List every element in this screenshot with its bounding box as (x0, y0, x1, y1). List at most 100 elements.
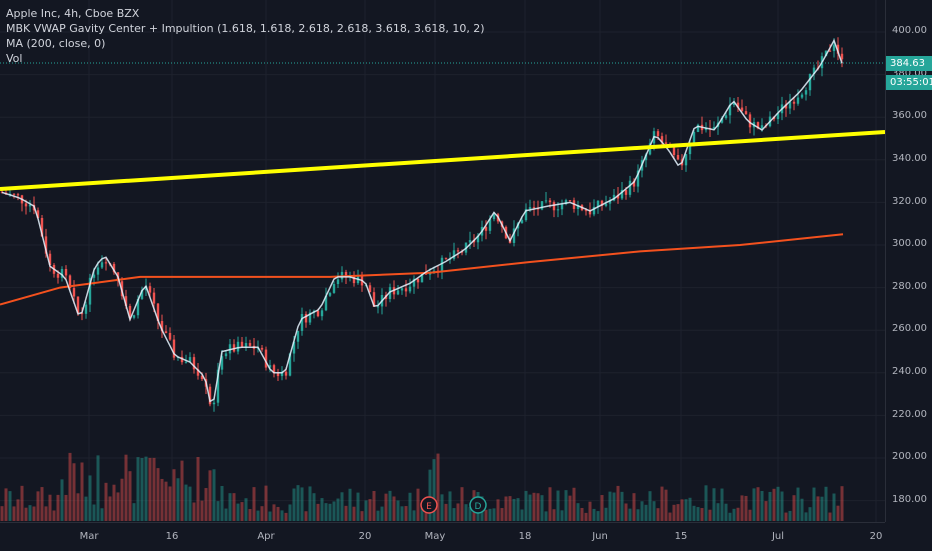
volume-bar (280, 510, 284, 521)
candle-body (316, 310, 320, 317)
candle-body (300, 314, 304, 331)
volume-bar (336, 498, 340, 521)
candle-body (344, 271, 348, 278)
indicator-vwap-label[interactable]: MBK VWAP Gavity Center + Impultion (1.61… (6, 22, 485, 35)
candle-body (456, 250, 460, 252)
volume-bar (184, 484, 188, 521)
volume-bar (368, 499, 372, 521)
volume-bar (44, 506, 48, 521)
candle-body (96, 267, 100, 275)
candle-body (352, 275, 356, 284)
volume-bar (60, 479, 64, 521)
candle-body (136, 298, 140, 316)
candle-body (84, 304, 88, 314)
candle-body (28, 204, 32, 207)
price-tick: 380.00 (892, 68, 927, 79)
volume-bar (308, 486, 312, 521)
trendline[interactable] (0, 130, 886, 191)
volume-bar (588, 501, 592, 521)
volume-bar (432, 459, 436, 521)
event-marker-earnings[interactable]: E (420, 496, 438, 514)
volume-bar (144, 456, 148, 521)
volume-bar (160, 478, 164, 521)
candle-body (484, 226, 488, 231)
volume-bar (312, 493, 316, 521)
volume-bar (200, 500, 204, 521)
volume-bar (36, 491, 40, 521)
candle-body (268, 365, 272, 368)
candle-body (292, 341, 296, 354)
candle-body (720, 118, 724, 123)
candle-body (388, 287, 392, 299)
candle-body (628, 180, 632, 195)
candle-body (64, 269, 68, 276)
price-chart[interactable]: E D (0, 0, 886, 522)
price-axis[interactable]: 400.00 380.00 360.00 340.00 320.00 300.0… (885, 0, 932, 522)
volume-bar (16, 499, 20, 521)
volume-bar (828, 512, 832, 521)
candle-body (544, 200, 548, 202)
volume-bar (700, 508, 704, 521)
candle-body (824, 50, 828, 57)
candle-body (616, 194, 620, 199)
candle-body (232, 344, 236, 352)
volume-bar (660, 486, 664, 521)
price-tick: 240.00 (892, 366, 927, 377)
volume-bar (832, 493, 836, 521)
volume-bar (84, 496, 88, 521)
candle-body (412, 278, 416, 287)
price-tick: 260.00 (892, 323, 927, 334)
volume-bar (664, 489, 668, 521)
volume-bar (272, 504, 276, 521)
symbol-title[interactable]: Apple Inc, 4h, Cboe BZX (6, 7, 140, 20)
candle-body (308, 312, 312, 323)
candle-body (828, 50, 832, 52)
indicator-ma-label[interactable]: MA (200, close, 0) (6, 37, 106, 50)
candle-body (216, 369, 220, 403)
candle-body (688, 143, 692, 155)
volume-bar (596, 511, 600, 521)
candle-body (732, 102, 736, 105)
candle-body (24, 203, 28, 207)
volume-bar (500, 508, 504, 521)
volume-bar (88, 475, 92, 521)
price-tick: 180.00 (892, 494, 927, 505)
candle-body (188, 357, 192, 362)
volume-bar (744, 495, 748, 521)
volume-bar (376, 510, 380, 521)
candle-body (44, 236, 48, 254)
candle-body (656, 131, 660, 137)
volume-bar (576, 503, 580, 521)
volume-bar (704, 485, 708, 521)
volume-bar (136, 457, 140, 521)
candle-body (696, 124, 700, 132)
volume-bar (772, 488, 776, 521)
volume-bar (252, 487, 256, 521)
candle-body (468, 240, 472, 243)
volume-bar (836, 505, 840, 521)
time-axis[interactable]: Mar 16 Apr 20 May 18 Jun 15 Jul 20 (0, 522, 885, 551)
candle-body (372, 292, 376, 307)
candle-body (260, 347, 264, 350)
vwap-line (1, 38, 843, 403)
time-tick: Jul (771, 531, 785, 542)
candle-body (840, 53, 844, 60)
volume-bars (0, 452, 844, 521)
event-marker-dividend[interactable]: D (469, 496, 487, 514)
volume-bar (716, 503, 720, 521)
volume-bar (332, 501, 336, 521)
volume-bar (248, 509, 252, 521)
volume-bar (776, 486, 780, 521)
volume-bar (624, 503, 628, 521)
volume-bar (488, 508, 492, 521)
indicator-volume-label[interactable]: Vol (6, 52, 23, 65)
price-tick: 300.00 (892, 238, 927, 249)
volume-bar (108, 496, 112, 521)
chart-area[interactable]: E D Apple Inc, 4h, Cboe BZX MBK VWAP Gav… (0, 0, 886, 522)
last-price-badge: 384.63 (886, 56, 932, 71)
volume-bar (420, 507, 424, 521)
candle-body (60, 269, 64, 278)
candle-body (760, 125, 764, 129)
volume-bar (188, 486, 192, 521)
volume-bar (32, 506, 36, 521)
